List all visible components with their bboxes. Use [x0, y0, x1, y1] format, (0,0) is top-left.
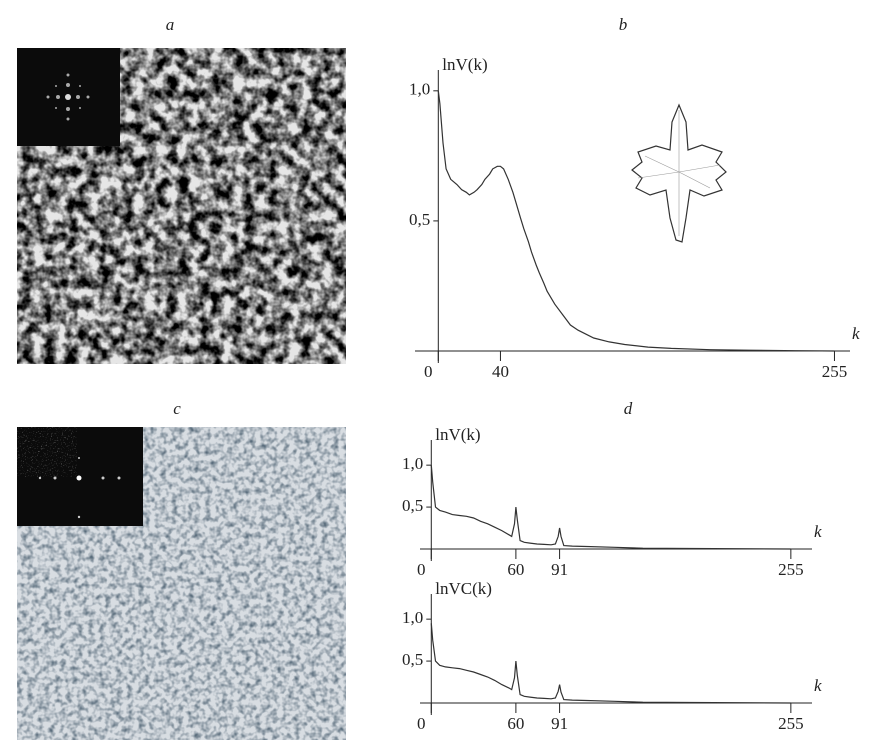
curve: [437, 90, 835, 352]
panel-label: b: [619, 15, 628, 34]
y-tick-label: 1,0: [402, 608, 423, 627]
curve: [430, 465, 791, 550]
x-tick-label: 0: [417, 560, 426, 579]
curve: [430, 623, 791, 704]
polar-inset: [631, 103, 727, 243]
panel-label: d: [624, 399, 633, 418]
y-tick-label: 0,5: [402, 496, 423, 515]
x-axis-label: k: [852, 324, 860, 343]
x-tick-label: 60: [507, 560, 524, 579]
x-tick-label: 40: [492, 362, 509, 381]
x-tick-label: 91: [551, 714, 568, 733]
x-tick-label: 255: [778, 714, 804, 733]
image-a: [17, 48, 346, 364]
x-tick-label: 255: [778, 560, 804, 579]
x-tick-label: 60: [507, 714, 524, 733]
y-axis-label: lnV(k): [435, 425, 480, 444]
y-axis-label: lnVC(k): [435, 579, 492, 598]
x-tick-label: 255: [822, 362, 848, 381]
x-tick-label: 91: [551, 560, 568, 579]
panel-label: a: [166, 15, 175, 34]
x-axis-label: k: [814, 676, 822, 695]
x-tick-label: 0: [424, 362, 433, 381]
x-tick-label: 0: [417, 714, 426, 733]
y-tick-label: 1,0: [409, 80, 430, 99]
y-tick-label: 0,5: [402, 650, 423, 669]
x-axis-label: k: [814, 522, 822, 541]
panel-label: c: [173, 399, 181, 418]
y-tick-label: 0,5: [409, 210, 430, 229]
y-axis-label: lnV(k): [442, 55, 487, 74]
image-c: [17, 427, 346, 740]
y-tick-label: 1,0: [402, 454, 423, 473]
